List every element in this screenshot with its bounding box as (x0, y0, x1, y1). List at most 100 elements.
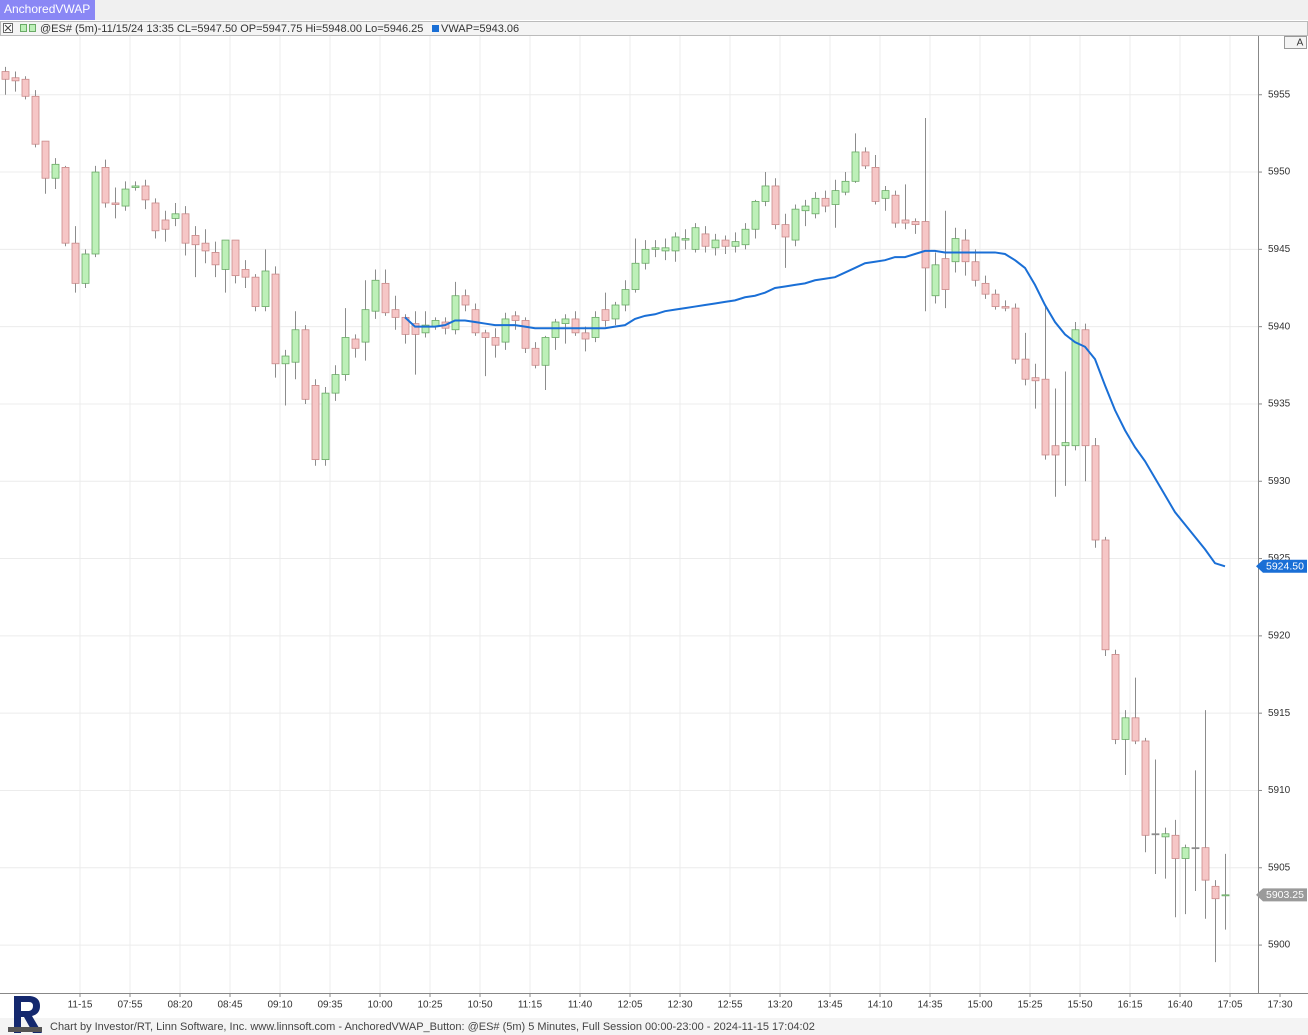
legend-label: VWAP=5943.06 (441, 23, 519, 35)
logo-mark (14, 996, 42, 1033)
candle-body (351, 338, 360, 349)
candle-body (1011, 307, 1020, 360)
candle-body (321, 392, 330, 461)
candle-body (1, 71, 10, 80)
x-tick-label: 07:55 (117, 1000, 142, 1011)
candle-body (1211, 885, 1220, 900)
candle-body (341, 337, 350, 375)
price-tag-label: 5924.50 (1266, 561, 1304, 573)
candle-body (961, 239, 970, 263)
candle-body (651, 247, 660, 250)
candle-body (761, 185, 770, 202)
legend-icon-up (20, 24, 27, 32)
candle-body (451, 295, 460, 331)
close-icon (4, 24, 12, 32)
candle-body (161, 219, 170, 230)
tab-bar (0, 0, 1308, 20)
candle-body (1151, 833, 1160, 836)
candle-body (801, 205, 810, 212)
candle-body (381, 282, 390, 314)
candle-body (511, 315, 520, 321)
x-tick-label: 14:10 (867, 1000, 892, 1011)
candle-body (201, 242, 210, 252)
candle-body (121, 188, 130, 207)
legend-swatch (432, 25, 439, 32)
scale-button[interactable] (1284, 36, 1307, 49)
x-tick-label: 11:40 (568, 1000, 593, 1011)
x-tick-label: 12:05 (617, 1000, 642, 1011)
candle-body (111, 202, 120, 205)
tab[interactable] (0, 0, 95, 20)
candle-body (491, 337, 500, 346)
candle-body (711, 239, 720, 249)
candle-body (1071, 329, 1080, 447)
x-tick-label: 09:35 (317, 1000, 342, 1011)
legend-icon-up (29, 24, 36, 32)
logo (8, 996, 42, 1033)
y-tick-label: 5950 (1268, 167, 1291, 178)
candle-body (101, 167, 110, 204)
candle-body (531, 347, 540, 366)
candle-body (571, 318, 580, 334)
price-tag (1256, 888, 1307, 902)
candle-body (171, 213, 180, 219)
candle-body (421, 324, 430, 334)
x-tick-label: 10:00 (367, 1000, 392, 1011)
x-tick-label: 17:05 (1217, 1000, 1242, 1011)
candle-body (1091, 445, 1100, 541)
candle-body (1141, 740, 1150, 836)
x-tick-label: 11-15 (68, 1000, 93, 1011)
x-tick-label: 10:25 (417, 1000, 442, 1011)
candles (1, 66, 1230, 963)
candle-body (221, 239, 230, 270)
candle-body (631, 262, 640, 290)
candle-body (181, 213, 190, 244)
candle-body (771, 185, 780, 226)
candle-body (821, 197, 830, 207)
candle-body (311, 385, 320, 461)
x-tick-label: 08:20 (167, 1000, 192, 1011)
candle-body (671, 236, 680, 252)
x-tick-label: 16:15 (1117, 1000, 1142, 1011)
candle-body (1201, 847, 1210, 881)
candle-body (331, 374, 340, 394)
y-tick-label: 5930 (1268, 476, 1291, 487)
candle-body (241, 269, 250, 278)
candle-body (971, 261, 980, 281)
candle-body (1191, 847, 1200, 850)
price-tag (1256, 559, 1307, 573)
candle-body (281, 355, 290, 365)
candle-body (861, 151, 870, 167)
y-tick-label: 5915 (1268, 708, 1291, 719)
candle-body (681, 238, 690, 241)
candle-body (521, 320, 530, 349)
x-tick-label: 13:20 (767, 1000, 792, 1011)
x-tick-label: 09:10 (267, 1000, 292, 1011)
candle-body (91, 171, 100, 255)
candle-body (791, 208, 800, 241)
candle-body (31, 95, 40, 145)
candle-body (271, 273, 280, 365)
candle-body (841, 180, 850, 193)
candle-body (131, 185, 140, 188)
candle-body (731, 241, 740, 247)
candle-body (1081, 329, 1090, 447)
candle-body (151, 202, 160, 232)
candle-body (71, 242, 80, 284)
y-tick-label: 5910 (1268, 785, 1291, 796)
candle-body (291, 329, 300, 363)
x-tick-label: 15:50 (1067, 1000, 1092, 1011)
candle-body (831, 190, 840, 205)
candle-body (371, 279, 380, 312)
candle-body (231, 239, 240, 277)
candle-body (611, 304, 620, 320)
candle-body (361, 309, 370, 343)
candle-body (1161, 833, 1170, 838)
price-tag-label: 5903.25 (1266, 889, 1304, 901)
x-tick-label: 14:35 (917, 1000, 942, 1011)
candle-body (911, 221, 920, 226)
candle-body (191, 235, 200, 246)
x-tick-label: 12:55 (717, 1000, 742, 1011)
y-tick-label: 5955 (1268, 89, 1291, 100)
